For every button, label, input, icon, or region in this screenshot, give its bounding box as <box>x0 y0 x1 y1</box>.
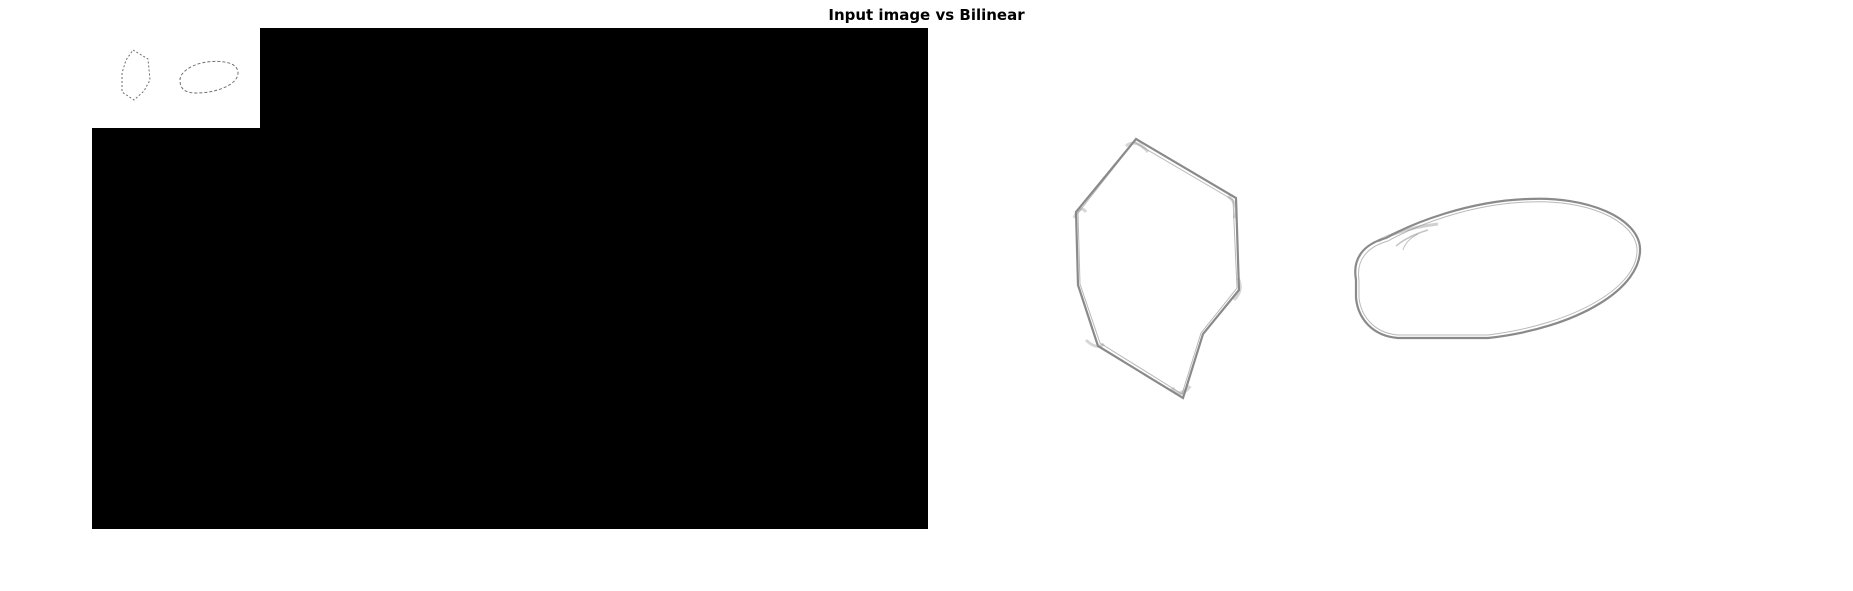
bilinear-hexagon <box>1072 137 1242 400</box>
figure-title: Input image vs Bilinear <box>828 6 1025 24</box>
input-image-thumbnail <box>92 28 260 128</box>
input-image-panel <box>92 28 928 529</box>
thumbnail-ellipse <box>179 60 239 94</box>
bilinear-ellipse <box>1354 197 1642 340</box>
bilinear-shapes <box>1072 137 1642 400</box>
thumbnail-shapes <box>121 49 239 101</box>
thumbnail-hexagon <box>121 49 151 101</box>
bilinear-panel <box>928 28 1764 529</box>
